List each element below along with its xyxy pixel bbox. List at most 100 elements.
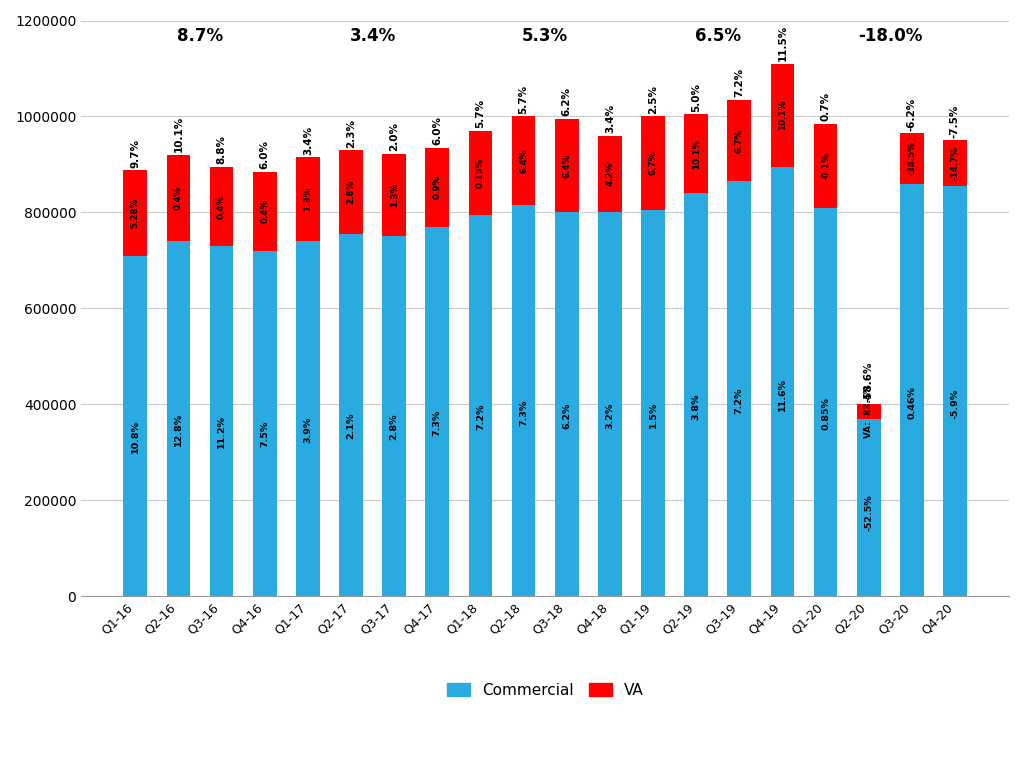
Text: 4.2%: 4.2% [605,162,614,186]
Text: 7.3%: 7.3% [433,409,441,435]
Bar [253,171,276,251]
Text: 2.8%: 2.8% [346,180,355,204]
Bar [469,131,493,215]
Bar [684,114,708,194]
Text: 0.85%: 0.85% [821,397,830,430]
Bar [598,213,622,596]
Bar [727,181,752,596]
Text: 7.2%: 7.2% [476,404,485,430]
Bar [425,227,450,596]
Text: 0.9%: 0.9% [433,175,441,200]
Text: 3.2%: 3.2% [605,402,614,429]
Text: -5.9%: -5.9% [950,389,959,419]
Text: 3.4%: 3.4% [303,126,313,155]
Bar [598,136,622,213]
Text: 6.2%: 6.2% [562,88,571,117]
Bar [124,170,147,256]
Text: 5.7%: 5.7% [518,85,528,114]
Bar [857,405,881,419]
Text: 2.0%: 2.0% [389,122,399,151]
Text: 6.4%: 6.4% [519,149,528,173]
Bar [253,251,276,596]
Bar [641,117,665,210]
Bar [900,134,924,184]
Text: 5.28%: 5.28% [131,198,139,228]
Bar [167,155,190,241]
Bar [296,241,319,596]
Text: 11.2%: 11.2% [217,415,226,449]
Bar [124,256,147,596]
Text: 1.5%: 1.5% [648,402,657,428]
Bar [167,241,190,596]
Bar [555,213,579,596]
Legend: Commercial, VA: Commercial, VA [440,677,649,703]
Text: -0.1%: -0.1% [821,152,830,180]
Text: 3.8%: 3.8% [691,394,700,420]
Bar [425,147,450,227]
Bar [382,237,406,596]
Text: -58.6%: -58.6% [863,362,873,402]
Text: 0.4%: 0.4% [174,186,183,210]
Text: 0.7%: 0.7% [820,92,830,121]
Bar [770,167,795,596]
Text: 7.2%: 7.2% [735,388,743,415]
Text: 6.0%: 6.0% [260,141,269,169]
Text: 8.8%: 8.8% [216,135,226,164]
Text: -6.2%: -6.2% [907,98,916,131]
Bar [512,117,536,205]
Bar [512,205,536,596]
Bar [814,207,838,596]
Text: 0.46%: 0.46% [907,386,916,419]
Bar [339,150,362,234]
Text: 1.3%: 1.3% [303,187,312,211]
Text: 12.8%: 12.8% [174,413,183,446]
Bar [857,419,881,596]
Bar [943,141,967,186]
Text: -34.5%: -34.5% [907,141,916,175]
Text: -52.5%: -52.5% [864,495,873,531]
Bar [727,100,752,181]
Text: 2.5%: 2.5% [648,85,658,114]
Bar [469,215,493,596]
Text: 11.5%: 11.5% [777,25,787,61]
Bar [210,167,233,246]
Text: 6.4%: 6.4% [562,154,571,178]
Text: 10.1%: 10.1% [691,138,700,169]
Text: 7.5%: 7.5% [260,421,269,447]
Bar [814,124,838,207]
Text: VA: -83.4%: VA: -83.4% [864,385,873,439]
Text: 6.7%: 6.7% [648,151,657,175]
Bar [641,210,665,596]
Bar [296,157,319,241]
Bar [210,246,233,596]
Text: 2.1%: 2.1% [346,413,355,439]
Text: 0.4%: 0.4% [260,199,269,223]
Bar [770,64,795,167]
Text: 0.4%: 0.4% [217,194,226,219]
Text: 10.8%: 10.8% [131,419,139,452]
Bar [684,194,708,596]
Text: 3.9%: 3.9% [303,416,312,442]
Text: 6.7%: 6.7% [735,128,743,153]
Text: 9.7%: 9.7% [130,139,140,167]
Bar [943,186,967,596]
Text: 6.2%: 6.2% [562,402,571,429]
Bar [555,119,579,213]
Text: -7.5%: -7.5% [950,104,959,138]
Text: 1.3%: 1.3% [389,183,398,207]
Text: 3.4%: 3.4% [605,104,614,134]
Text: 3.4%: 3.4% [349,28,395,45]
Bar [900,184,924,596]
Text: 0.15%: 0.15% [476,157,485,188]
Text: 6.0%: 6.0% [432,116,442,145]
Text: 10.1%: 10.1% [778,100,786,131]
Text: 8.7%: 8.7% [177,28,223,45]
Text: 5.0%: 5.0% [691,83,701,111]
Text: -14.7%: -14.7% [950,146,959,180]
Text: -18.0%: -18.0% [858,28,923,45]
Text: 2.3%: 2.3% [346,118,356,147]
Bar [382,154,406,237]
Text: 5.7%: 5.7% [475,99,485,128]
Text: 2.8%: 2.8% [389,414,398,440]
Text: 6.5%: 6.5% [694,28,740,45]
